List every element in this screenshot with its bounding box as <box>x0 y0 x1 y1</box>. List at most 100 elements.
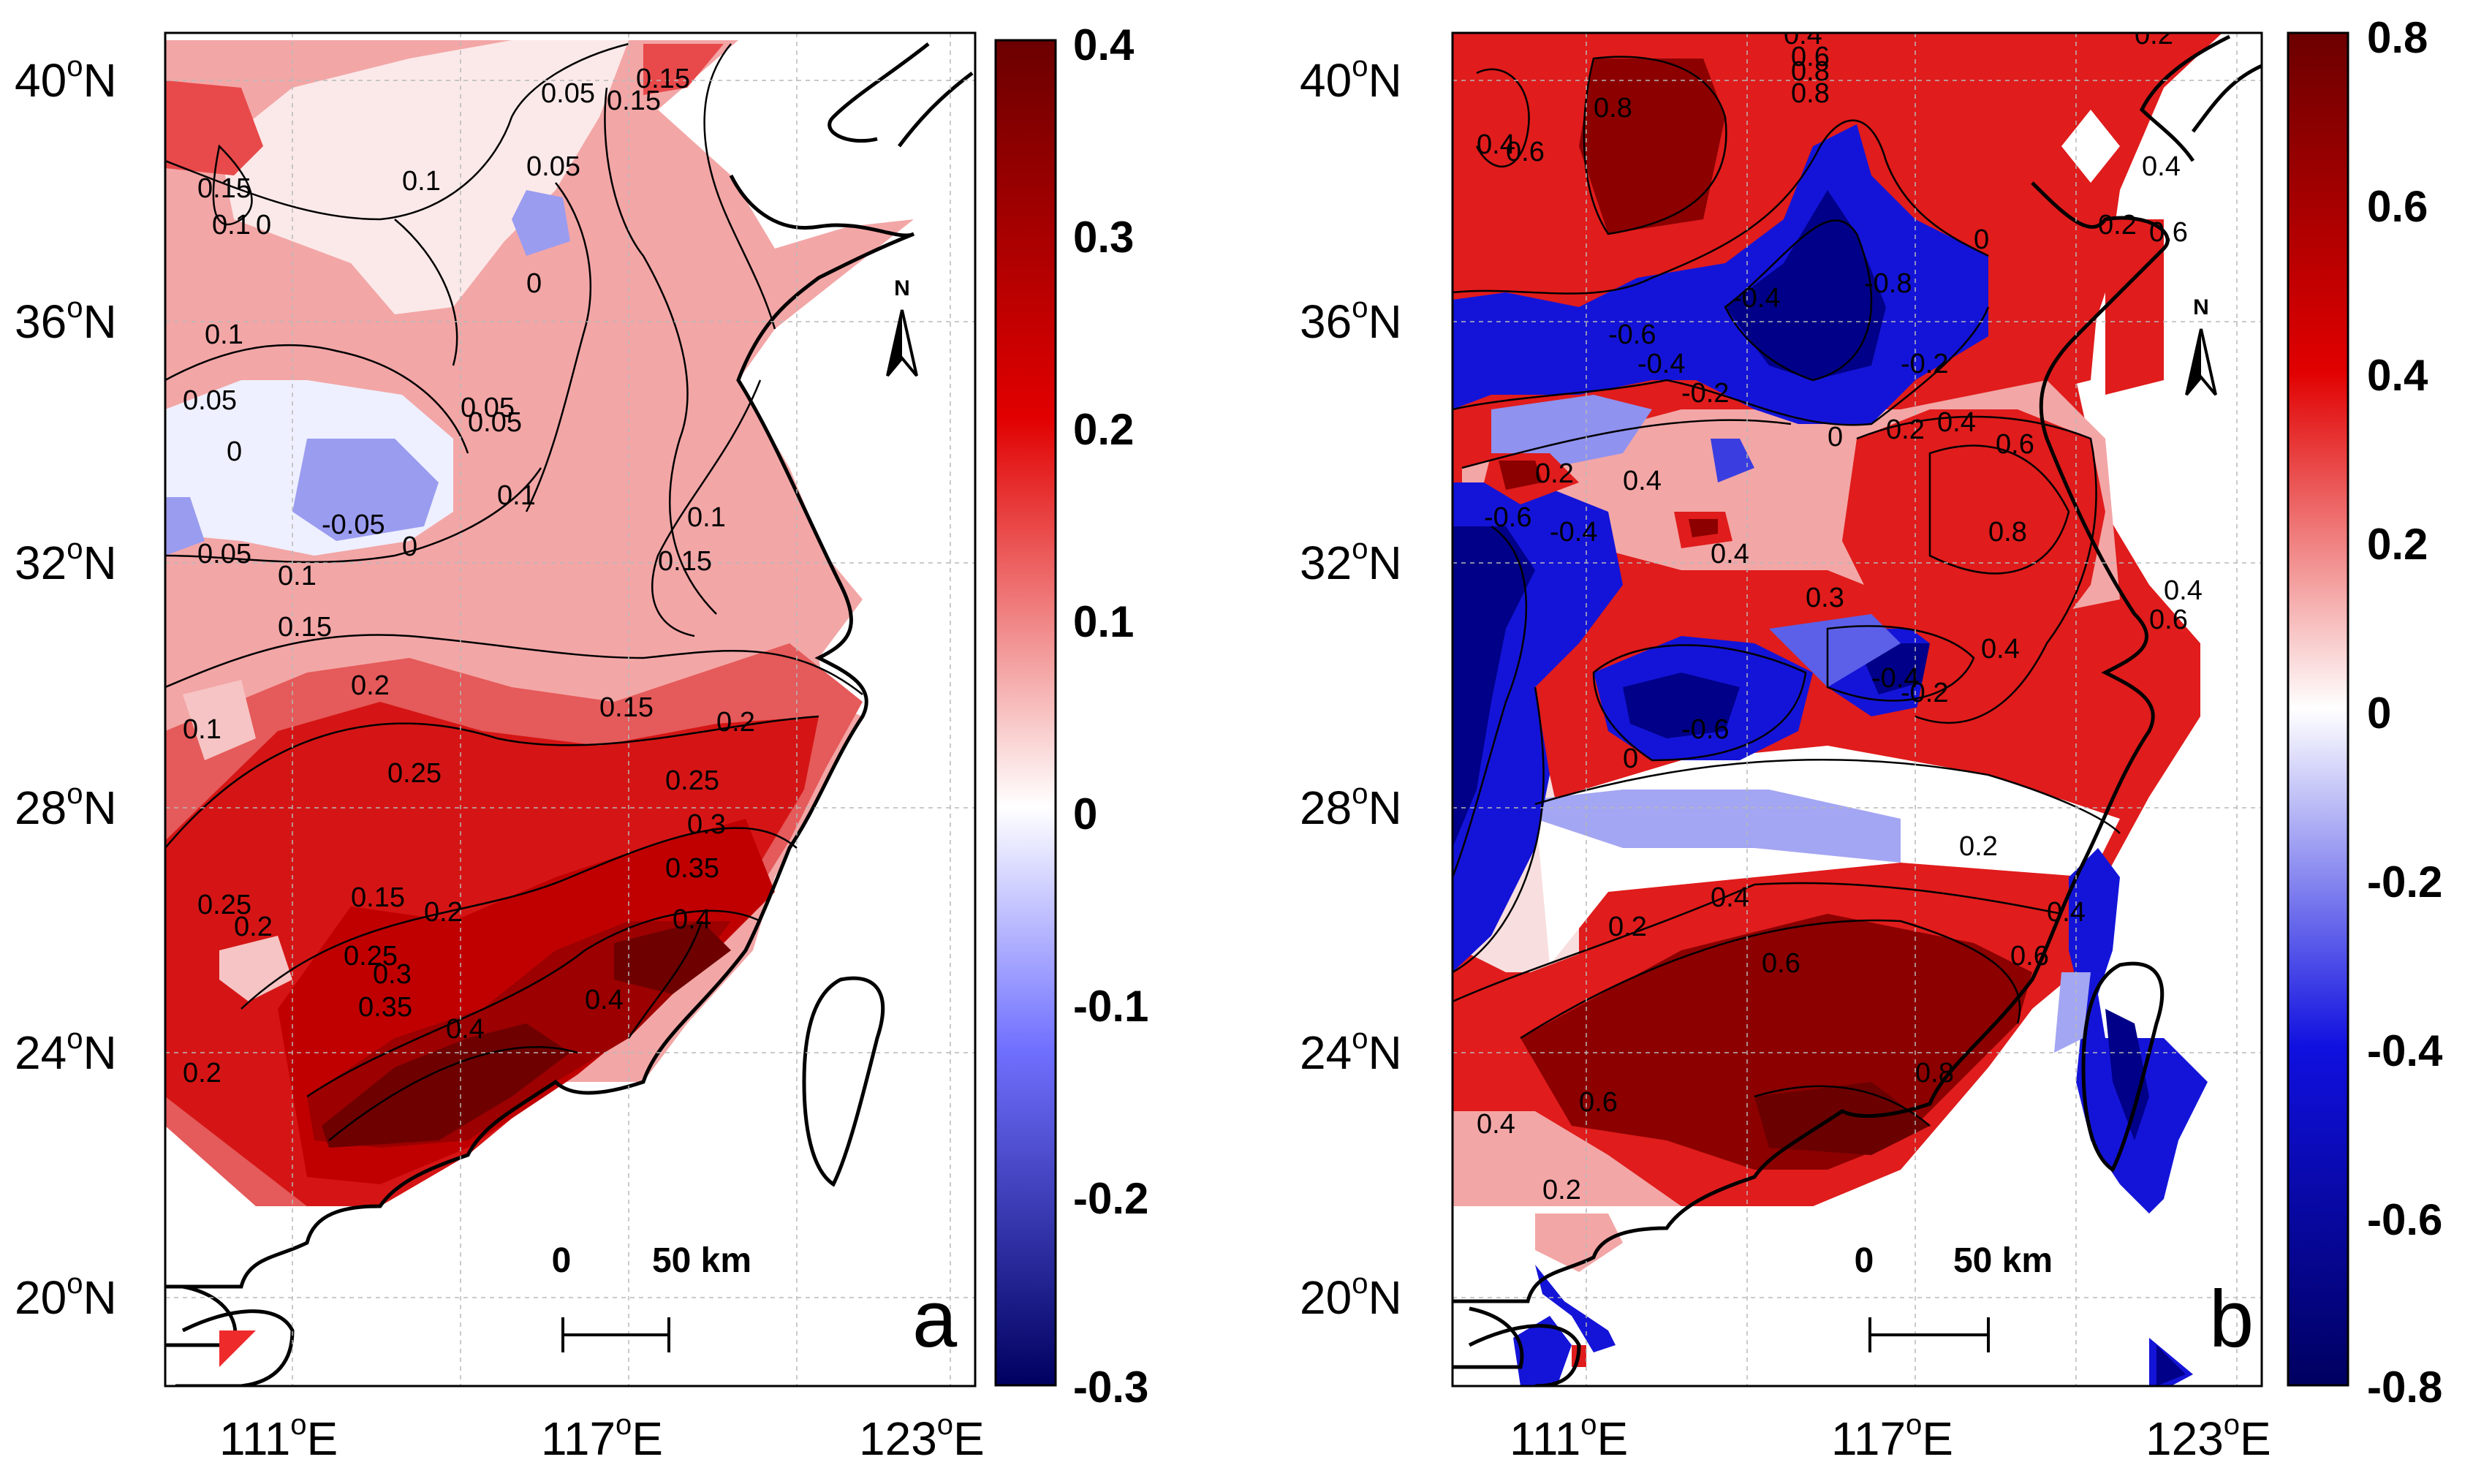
scale-distance: 50 km <box>1953 1241 2053 1280</box>
panel-b: 0.4 0.6 0.8 0.2 0.8 0.4 0.6 0.8 0.4 0.6 … <box>1300 13 2443 1465</box>
colorbar-tick: 0.4 <box>1073 20 1135 69</box>
panel-a-scale-bar: 0 50 km <box>552 1241 751 1352</box>
clabel: 0.05 <box>461 393 515 423</box>
clabel: 0 <box>256 210 271 241</box>
clabel: 0.2 <box>1886 414 1925 445</box>
panel-a-north-arrow: N <box>886 276 918 377</box>
colorbar-tick: -0.3 <box>1073 1363 1148 1412</box>
panel-b-x-axis: 111oE 117oE 123oE <box>1510 1409 2271 1465</box>
clabel: 0.6 <box>1996 429 2034 460</box>
clabel: 0.4 <box>1711 539 1749 569</box>
colorbar-b-gradient <box>2287 31 2349 1387</box>
clabel: 0.1 <box>183 714 221 745</box>
colorbar-tick: 0.1 <box>1073 597 1134 646</box>
colorbar-tick: 0.4 <box>2367 351 2428 400</box>
clabel: -0.6 <box>1608 319 1656 350</box>
scale-zero: 0 <box>552 1241 572 1280</box>
colorbar-tick: 0.6 <box>2367 182 2428 231</box>
clabel: -0.4 <box>1637 349 1685 379</box>
panel-a-x-axis: 111oE 117oE 123oE <box>219 1409 985 1465</box>
x-tick: 123oE <box>2146 1409 2271 1465</box>
clabel: 0.8 <box>1791 78 1830 109</box>
clabel: 0.05 <box>197 539 251 569</box>
clabel: 0.2 <box>1608 912 1647 942</box>
clabel: -0.2 <box>1901 349 1948 379</box>
clabel: 0 <box>402 531 417 562</box>
clabel: 0.15 <box>278 612 332 643</box>
colorbar-tick: 0 <box>2367 689 2391 738</box>
panel-a-frame <box>164 31 977 1388</box>
clabel: 0.2 <box>1959 831 1998 862</box>
clabel: 0.6 <box>1762 948 1800 979</box>
clabel: 0.4 <box>673 904 711 935</box>
clabel: 0.2 <box>424 897 463 928</box>
colorbar-tick: 0.2 <box>2367 520 2428 569</box>
clabel: -0.6 <box>1484 502 1531 533</box>
colorbar-tick: -0.4 <box>2367 1026 2443 1075</box>
clabel: 0.25 <box>197 890 251 920</box>
clabel: 0.4 <box>2142 151 2181 182</box>
clabel: 0.1 <box>497 480 536 511</box>
clabel: 0.6 <box>2149 605 2188 635</box>
clabel: 0.2 <box>2135 20 2173 50</box>
clabel: -0.4 <box>1871 663 1919 694</box>
clabel: 0.3 <box>373 959 412 990</box>
clabel: 0.4 <box>585 985 624 1015</box>
colorbar-tick: -0.2 <box>2367 858 2442 906</box>
y-tick: 28oN <box>1300 778 1402 834</box>
clabel: 0.15 <box>636 64 690 94</box>
clabel: 0.2 <box>1542 1175 1581 1205</box>
clabel: -0.4 <box>1550 517 1597 548</box>
x-tick: 117oE <box>1831 1409 1953 1465</box>
clabel: 0.1 <box>212 210 251 241</box>
north-label: N <box>2193 295 2209 319</box>
panel-b-colorbar: 0.8 0.6 0.4 0.2 0 -0.2 -0.4 -0.6 -0.8 <box>2287 13 2443 1412</box>
clabel: -0.6 <box>1681 714 1729 745</box>
scale-distance: 50 km <box>652 1241 751 1280</box>
clabel: 0.25 <box>344 941 398 972</box>
clabel: 0.15 <box>351 882 405 913</box>
y-tick: 20oN <box>1300 1268 1402 1324</box>
clabel: 0.8 <box>1988 517 2027 548</box>
clabel: 0.4 <box>1981 634 2020 665</box>
panel-a-contour-labels: 0.05 0.15 0.15 0.1 0.1 0.05 0.05 0 0.15 … <box>183 64 755 1089</box>
clabel: 0.3 <box>1806 583 1844 613</box>
clabel: 0.4 <box>2047 897 2086 928</box>
clabel: 0.1 <box>687 502 726 533</box>
clabel: 0.2 <box>234 912 273 942</box>
clabel: 0.2 <box>716 707 755 738</box>
clabel: 0.25 <box>387 758 442 789</box>
clabel: 0.6 <box>1506 137 1545 167</box>
colorbar-a-gradient <box>994 39 1057 1387</box>
panel-a-contour-field: 0.05 0.15 0.15 0.1 0.1 0.05 0.05 0 0.15 … <box>165 33 975 1386</box>
clabel: 0.4 <box>1937 407 1976 438</box>
clabel: 0.15 <box>607 86 661 116</box>
clabel: 0.05 <box>526 151 580 182</box>
clabel: 0.05 <box>541 78 595 109</box>
clabel: -0.05 <box>322 510 385 540</box>
clabel: 0.2 <box>183 1058 221 1089</box>
clabel: 0.2 <box>1535 458 1574 489</box>
panel-b-coastline <box>1453 34 2262 1386</box>
clabel: 0.05 <box>468 407 522 438</box>
panel-a-colorbar: 0.4 0.3 0.2 0.1 0 -0.1 -0.2 -0.3 <box>994 20 1148 1412</box>
clabel: 0.4 <box>1711 882 1749 913</box>
clabel: 0.8 <box>1791 56 1830 87</box>
clabel: 0.15 <box>197 173 251 204</box>
x-tick: 123oE <box>859 1409 985 1465</box>
colorbar-tick: 0.3 <box>1073 213 1134 262</box>
clabel: 0.8 <box>1915 1058 1954 1089</box>
clabel: 0.6 <box>1579 1087 1618 1118</box>
panel-a-hainan-cell <box>219 1330 256 1367</box>
clabel: 0 <box>227 436 242 467</box>
clabel: 0 <box>1623 743 1638 774</box>
clabel: 0.8 <box>1594 93 1632 124</box>
y-tick: 40oN <box>1300 50 1402 107</box>
clabel: 0.4 <box>2164 575 2203 606</box>
clabel: 0.15 <box>658 546 712 577</box>
clabel: 0.6 <box>2010 941 2049 972</box>
clabel: 0.35 <box>665 853 719 884</box>
clabel: 0.4 <box>1784 20 1822 50</box>
clabel: 0.6 <box>2149 217 2188 248</box>
colorbar-tick: 0.8 <box>2367 13 2428 62</box>
